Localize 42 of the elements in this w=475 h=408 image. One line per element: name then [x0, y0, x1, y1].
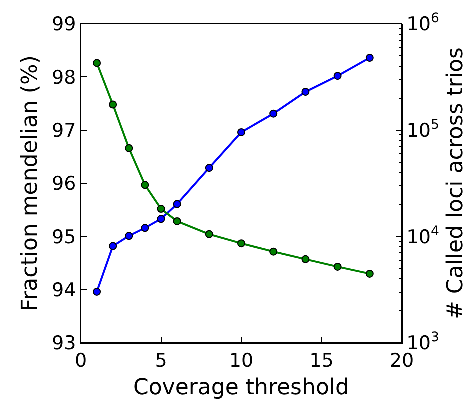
point	[173, 200, 182, 208]
point	[366, 54, 374, 62]
point	[334, 262, 342, 271]
point	[141, 181, 150, 190]
point	[125, 232, 134, 240]
point	[366, 270, 374, 278]
point	[302, 88, 310, 96]
point	[125, 144, 134, 152]
point	[270, 248, 278, 256]
y-tick-label: 93	[52, 332, 76, 355]
x-tick-label: 20	[390, 350, 414, 372]
point	[205, 230, 214, 238]
point	[93, 59, 102, 68]
point	[238, 240, 246, 248]
point	[109, 100, 118, 109]
y-tick-label: 99	[52, 14, 76, 36]
y-axis-title: Fraction mendelian (%)	[18, 56, 43, 312]
point	[109, 242, 118, 250]
y-tick-label: 94	[52, 279, 76, 302]
y-tick-label: 98	[52, 66, 76, 89]
y-tick-label: 97	[52, 120, 76, 142]
x-tick-label: 10	[229, 350, 254, 372]
point	[238, 128, 246, 136]
x-tick-label: 15	[310, 350, 334, 372]
y2-axis-title: # Called loci across trios	[443, 48, 468, 320]
point	[157, 205, 166, 214]
point	[141, 224, 150, 232]
y2-tick-label: 10$^{5}$	[406, 118, 440, 142]
x-axis-title: Coverage threshold	[133, 376, 350, 401]
point	[334, 72, 342, 80]
y-tick-label: 96	[52, 173, 76, 196]
x-tick-label: 0	[74, 350, 88, 372]
y2-tick-label: 10$^{4}$	[406, 224, 440, 248]
point	[157, 215, 166, 224]
point	[270, 110, 278, 118]
point	[93, 288, 102, 296]
y-tick-label: 95	[52, 226, 76, 248]
y2-tick-label: 10$^{6}$	[406, 12, 440, 36]
point	[205, 164, 214, 172]
point	[302, 255, 310, 264]
point	[173, 217, 182, 226]
x-tick-label: 5	[155, 350, 168, 372]
